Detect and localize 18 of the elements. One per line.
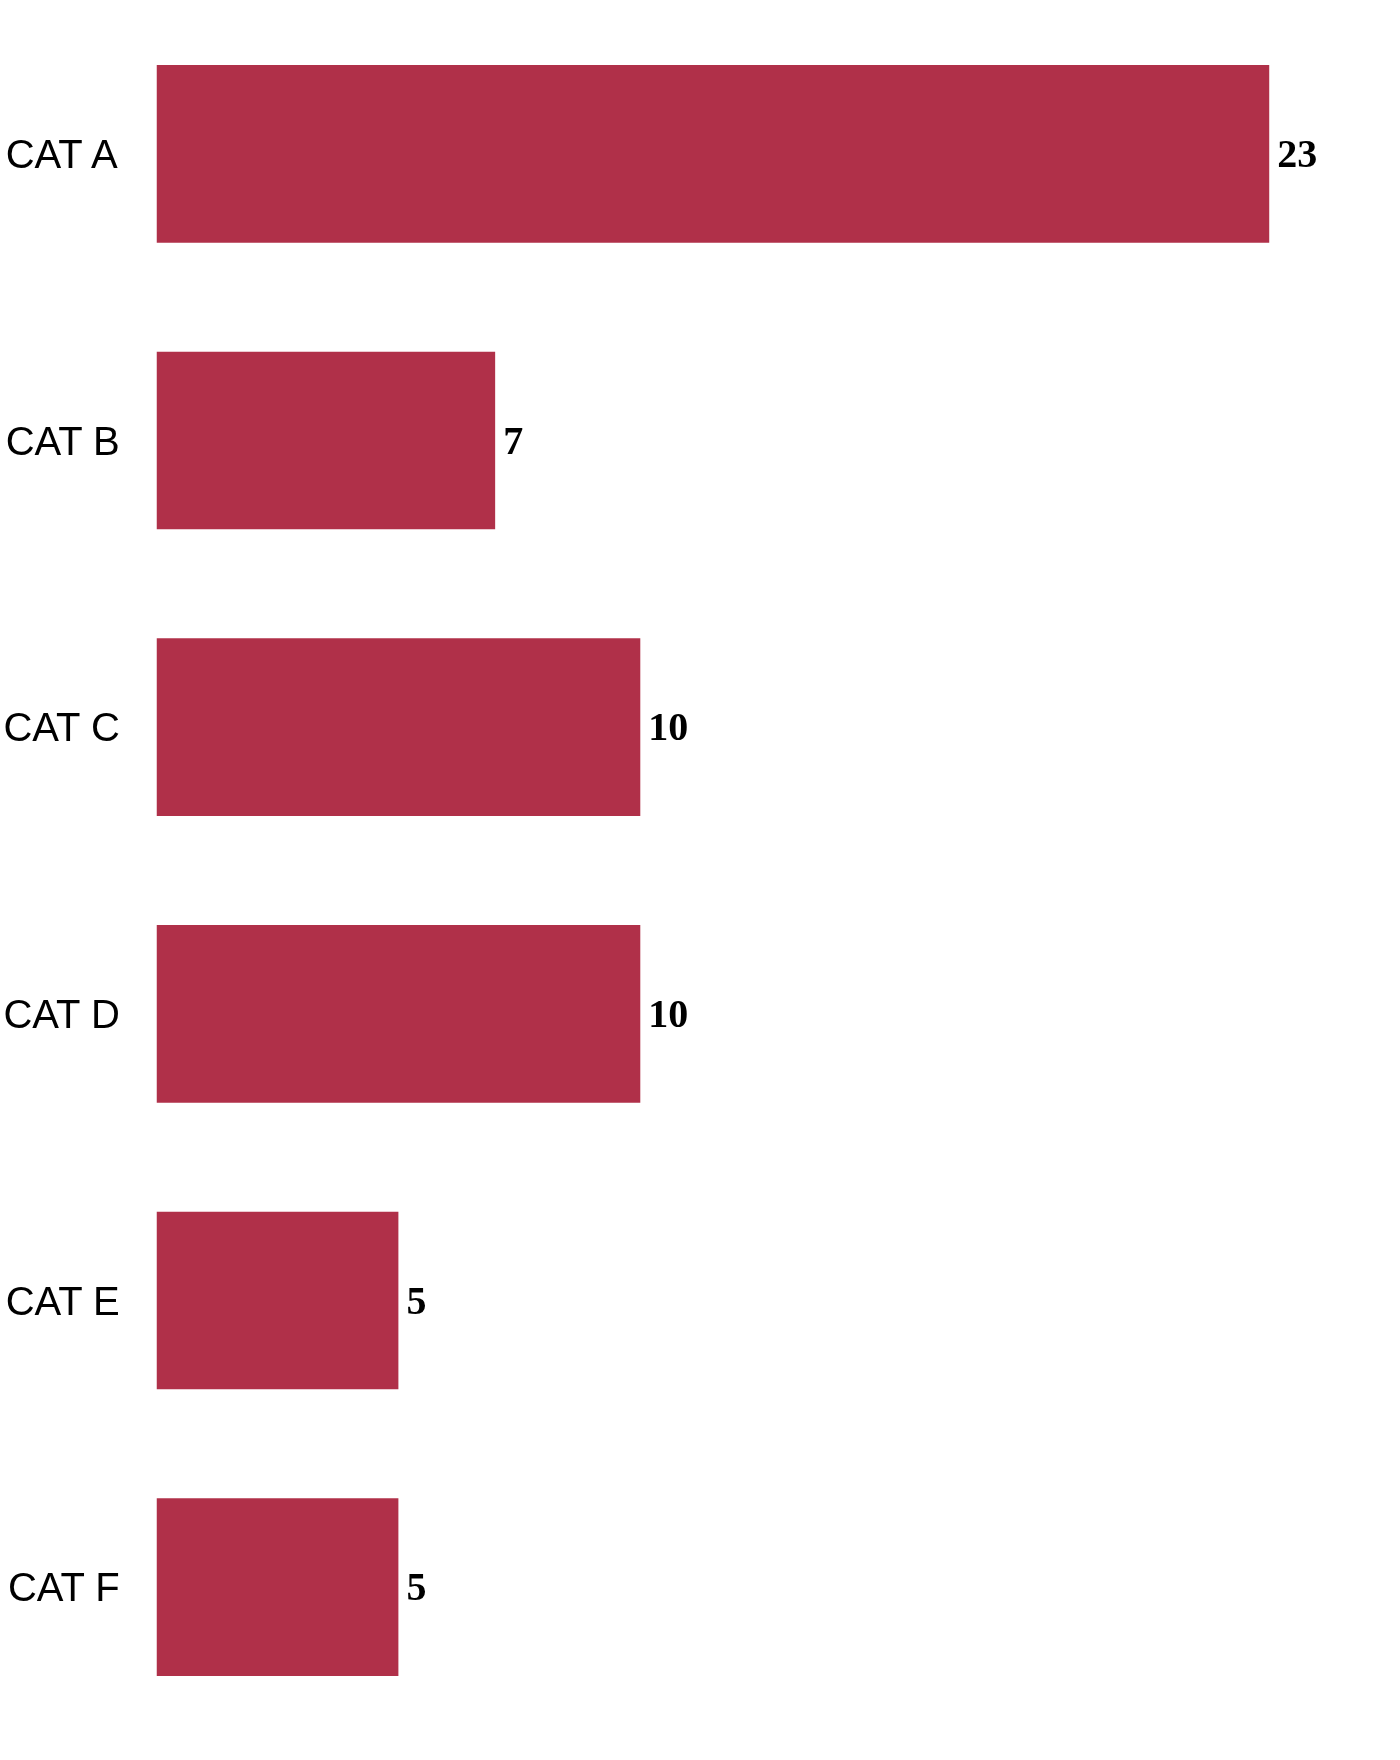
bar [156,1211,399,1390]
bar [156,1498,399,1677]
y-tick-label: CAT E [5,1278,120,1323]
bar [156,638,641,817]
y-tick-label: CAT D [3,991,120,1036]
bar [156,64,1270,243]
data-label: 5 [406,1277,427,1323]
y-tick-label: CAT B [5,418,120,463]
y-tick-label: CAT C [3,705,120,750]
data-label: 5 [406,1564,427,1610]
data-label: 10 [648,704,689,750]
data-label: 10 [648,990,689,1036]
y-tick-label: CAT A [5,131,118,176]
y-tick-label: CAT F [7,1565,120,1610]
data-label: 23 [1277,130,1318,176]
bar [156,351,496,530]
bar [156,924,641,1103]
data-label: 7 [503,417,524,463]
